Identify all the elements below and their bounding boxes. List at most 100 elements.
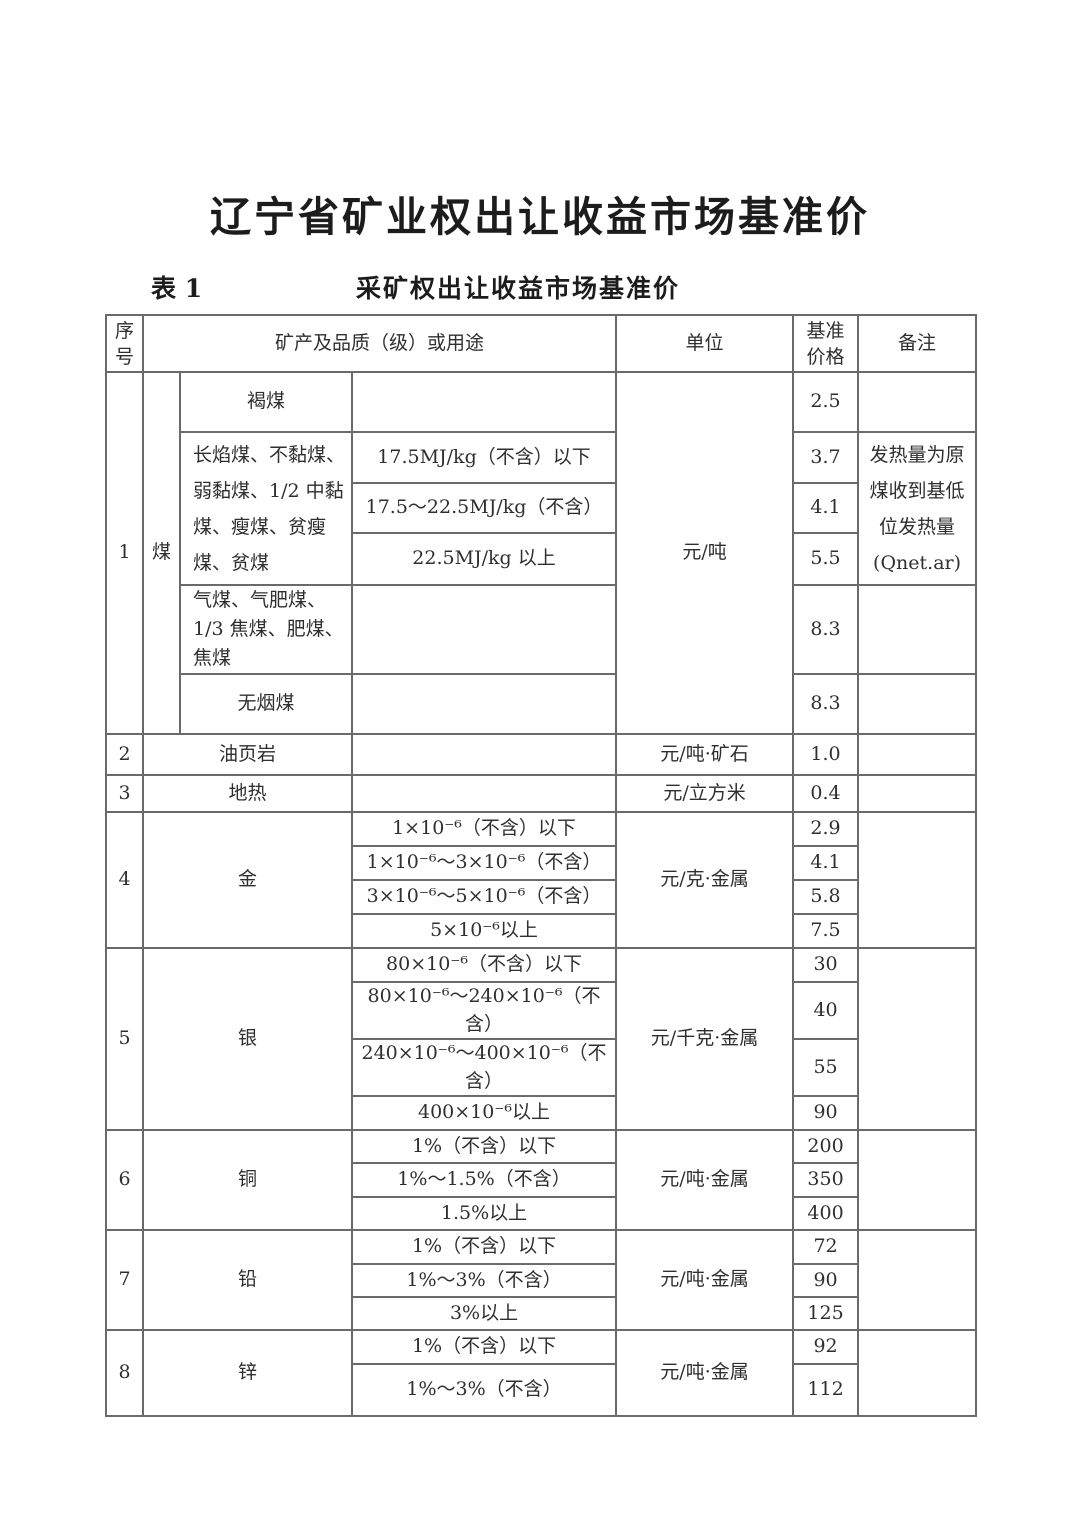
price-cell: 7.5 bbox=[792, 913, 860, 949]
price-cell: 8.3 bbox=[792, 673, 860, 735]
price-cell: 125 bbox=[792, 1296, 860, 1332]
header-mineral-cell: 矿产及品质（级）或用途 bbox=[141, 314, 618, 373]
row-number-cell: 2 bbox=[105, 733, 144, 776]
table-row: 22.5MJ/kg 以上 5.5 bbox=[106, 532, 976, 586]
coal-subtype-cell: 无烟煤 bbox=[179, 673, 353, 735]
price-cell: 1.0 bbox=[792, 733, 860, 776]
document-title: 辽宁省矿业权出让收益市场基准价 bbox=[210, 193, 870, 241]
table-row: 240×10⁻⁶～400×10⁻⁶（不含） 55 bbox=[106, 1038, 976, 1098]
unit-cell: 元/吨·金属 bbox=[615, 1129, 795, 1232]
grade-cell: 1%～1.5%（不含） bbox=[350, 1162, 618, 1199]
grade-cell: 400×10⁻⁶以上 bbox=[350, 1095, 618, 1132]
grade-cell: 3×10⁻⁶～5×10⁻⁶（不含） bbox=[350, 879, 618, 915]
price-cell: 0.4 bbox=[792, 774, 860, 813]
table-caption: 采矿权出让收益市场基准价 bbox=[355, 274, 680, 303]
grade-cell: 3%以上 bbox=[350, 1296, 618, 1332]
mineral-name-cell: 铅 bbox=[142, 1229, 353, 1332]
price-cell: 40 bbox=[792, 980, 860, 1041]
coal-subtype-cell: 褐煤 bbox=[179, 371, 353, 433]
empty-cell bbox=[350, 371, 618, 433]
benchmark-price-table: 序 号 矿产及品质（级）或用途 单位 基准 价格 备注 1 煤 褐煤 元/吨 2… bbox=[105, 314, 978, 1418]
price-cell: 2.5 bbox=[792, 371, 860, 433]
row-number-cell: 6 bbox=[105, 1129, 144, 1232]
price-cell: 3.7 bbox=[792, 431, 860, 484]
grade-cell: 1%（不含）以下 bbox=[350, 1129, 618, 1165]
unit-cell: 元/吨·矿石 bbox=[615, 733, 795, 776]
unit-cell: 元/吨·金属 bbox=[615, 1229, 795, 1332]
unit-cell: 元/吨·金属 bbox=[615, 1329, 795, 1418]
grade-cell: 80×10⁻⁶～240×10⁻⁶（不含） bbox=[350, 980, 618, 1041]
grade-cell: 80×10⁻⁶（不含）以下 bbox=[350, 947, 618, 983]
mineral-name-cell: 银 bbox=[142, 946, 353, 1132]
row-number-cell: 5 bbox=[105, 946, 144, 1132]
empty-cell bbox=[857, 774, 978, 813]
empty-cell bbox=[857, 1329, 978, 1418]
table-row: 长焰煤、不黏煤、弱黏煤、1/2 中黏煤、瘦煤、贫瘦煤、贫煤 17.5MJ/kg（… bbox=[106, 431, 978, 586]
price-cell: 8.3 bbox=[792, 584, 860, 675]
row-number-cell: 4 bbox=[105, 811, 144, 949]
grade-cell: 1%～3%（不含） bbox=[350, 1363, 618, 1418]
table-row: 1.5%以上 400 bbox=[106, 1196, 976, 1232]
table-row: 6 铜 1%（不含）以下 元/吨·金属 200 bbox=[105, 1129, 978, 1232]
empty-cell bbox=[857, 1129, 978, 1232]
header-price-line2: 价格 bbox=[806, 345, 845, 368]
table-row: 1%～3%（不含） 112 bbox=[106, 1363, 976, 1418]
mineral-name-cell: 锌 bbox=[142, 1329, 353, 1418]
price-cell: 55 bbox=[792, 1038, 860, 1098]
price-cell: 5.8 bbox=[792, 879, 860, 915]
table-row: 80×10⁻⁶～240×10⁻⁶（不含） 40 bbox=[106, 980, 976, 1041]
empty-cell bbox=[857, 673, 978, 735]
table-row: 8 锌 1%（不含）以下 元/吨·金属 92 bbox=[105, 1329, 978, 1418]
grade-cell: 1%～3%（不含） bbox=[350, 1263, 618, 1299]
price-cell: 92 bbox=[792, 1329, 860, 1366]
empty-cell bbox=[857, 371, 978, 433]
price-cell: 5.5 bbox=[792, 532, 860, 586]
row-number-cell: 3 bbox=[105, 774, 144, 813]
table-row: 5 银 80×10⁻⁶（不含）以下 元/千克·金属 30 bbox=[105, 946, 978, 1132]
header-remark-cell: 备注 bbox=[857, 314, 978, 373]
price-cell: 400 bbox=[792, 1196, 860, 1232]
empty-cell bbox=[350, 584, 618, 675]
unit-cell: 元/克·金属 bbox=[615, 811, 795, 949]
price-cell: 200 bbox=[792, 1129, 860, 1165]
grade-cell: 240×10⁻⁶～400×10⁻⁶（不含） bbox=[350, 1038, 618, 1098]
unit-cell: 元/千克·金属 bbox=[615, 946, 795, 1132]
mineral-name-cell: 地热 bbox=[142, 774, 353, 813]
price-cell: 90 bbox=[792, 1095, 860, 1132]
grade-cell: 17.5MJ/kg（不含）以下 bbox=[350, 431, 618, 484]
header-no-line1: 序 bbox=[114, 319, 134, 342]
header-price-cell: 基准 价格 bbox=[792, 314, 860, 373]
row-number-cell: 8 bbox=[105, 1329, 144, 1418]
grade-cell: 1×10⁻⁶～3×10⁻⁶（不含） bbox=[350, 845, 618, 881]
header-no-line2: 号 bbox=[114, 345, 134, 368]
empty-cell bbox=[350, 673, 618, 735]
unit-cell: 元/立方米 bbox=[615, 774, 795, 813]
empty-cell bbox=[857, 584, 978, 675]
table-row: 1×10⁻⁶～3×10⁻⁶（不含） 4.1 bbox=[106, 845, 976, 881]
table-caption-row: 表 1 采矿权出让收益市场基准价 bbox=[105, 269, 975, 305]
grade-cell: 22.5MJ/kg 以上 bbox=[350, 532, 618, 586]
table-row: 2 油页岩 元/吨·矿石 1.0 bbox=[105, 733, 978, 776]
table-row: 3 地热 元/立方米 0.4 bbox=[105, 774, 978, 813]
grade-cell: 1%（不含）以下 bbox=[350, 1229, 618, 1266]
table-row: 17.5～22.5MJ/kg（不含） 4.1 bbox=[106, 482, 976, 534]
header-row: 序 号 矿产及品质（级）或用途 单位 基准 价格 备注 bbox=[105, 314, 978, 373]
grade-cell: 1.5%以上 bbox=[350, 1196, 618, 1232]
table-row: 无烟煤 8.3 bbox=[106, 673, 978, 735]
grade-cell: 17.5～22.5MJ/kg（不含） bbox=[350, 482, 618, 534]
grade-cell: 1%（不含）以下 bbox=[350, 1329, 618, 1366]
header-unit-cell: 单位 bbox=[615, 314, 795, 373]
table-row: 4 金 1×10⁻⁶（不含）以下 元/克·金属 2.9 bbox=[105, 811, 978, 949]
row-number-cell: 7 bbox=[105, 1229, 144, 1332]
coal-subtype-cell: 长焰煤、不黏煤、弱黏煤、1/2 中黏煤、瘦煤、贫瘦煤、贫煤 bbox=[179, 431, 353, 586]
price-cell: 90 bbox=[792, 1263, 860, 1299]
empty-cell bbox=[857, 733, 978, 776]
table-row: 7 铅 1%（不含）以下 元/吨·金属 72 bbox=[105, 1229, 978, 1332]
grade-cell: 5×10⁻⁶以上 bbox=[350, 913, 618, 949]
grade-cell: 1×10⁻⁶（不含）以下 bbox=[350, 811, 618, 847]
table-row: 1%～1.5%（不含） 350 bbox=[106, 1162, 976, 1199]
mineral-name-cell: 铜 bbox=[142, 1129, 353, 1232]
header-price-line1: 基准 bbox=[806, 319, 845, 342]
price-cell: 4.1 bbox=[792, 482, 860, 534]
